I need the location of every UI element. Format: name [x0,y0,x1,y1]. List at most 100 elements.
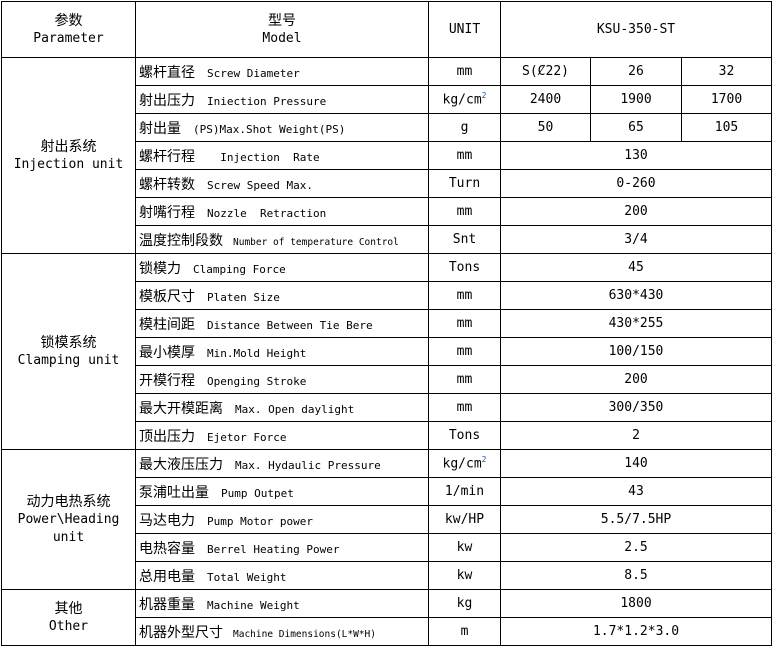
parameter-name-en: Machine Dimensions(L*W*H) [233,628,376,640]
parameter-cell: 总用电量 Total Weight [135,561,429,590]
group-cell: 动力电热系统 Power\Heading unit [1,449,136,590]
value-cell: 26 [590,57,682,86]
model-header-cn: 型号 [268,12,296,29]
unit-cell: kg [428,589,501,618]
value-cell: 32 [681,57,772,86]
unit-cell: mm [428,57,501,86]
parameter-name-en: Ejetor Force [207,430,287,444]
parameter-cell: 最大液压压力 Max. Hydaulic Pressure [135,449,429,478]
table-row: 螺杆行程 Injection Rate mm 130 [2,141,772,170]
parameter-cell: 螺杆行程 Injection Rate [135,141,429,170]
parameter-name-cn: 泵浦吐出量 [139,484,209,501]
unit-text: g [460,120,469,135]
parameter-name-cn: 射出压力 [139,92,195,109]
unit-cell: Turn [428,169,501,198]
value-cell: 8.5 [500,561,772,590]
unit-text: mm [456,204,473,219]
parameter-name-en: Platen Size [207,290,280,304]
parameter-name-cn: 模板尺寸 [139,288,195,305]
parameter-name-cn: 开模行程 [139,372,195,389]
unit-cell: mm [428,281,501,310]
parameter-name-cn: 马达电力 [139,512,195,529]
unit-cell: mm [428,197,501,226]
model-name-header: KSU-350-ST [500,1,772,58]
parameter-cell: 电热容量 Berrel Heating Power [135,533,429,562]
table-row: 顶出压力 Ejetor Force Tons 2 [2,421,772,450]
parameter-name-cn: 最小模厚 [139,344,195,361]
parameter-name-en: Iniection Pressure [207,94,327,108]
parameter-name-en: Screw Speed Max. [207,178,313,192]
table-row: 射出系统 Injection unit 螺杆直径 Screw Diameter mm S(… [1,57,772,254]
table-row: 射嘴行程 Nozzle Retraction mm 200 [2,197,772,226]
unit-text: kw [456,568,473,583]
parameter-cell: 机器重量 Machine Weight [135,589,429,618]
parameter-cell: 螺杆直径 Screw Diameter [135,57,429,86]
unit-cell: kw [428,533,501,562]
parameter-name-cn: 螺杆行程 [139,148,195,165]
parameter-name-cn: 锁模力 [139,260,181,277]
parameter-cell: 螺杆转数 Screw Speed Max. [135,169,429,198]
parameter-name-en: Nozzle Retraction [207,206,327,220]
parameter-name-en: Berrel Heating Power [207,542,340,556]
parameter-name-cn: 射出量 [139,120,181,137]
unit-cell: kg/cm2 [428,85,501,114]
unit-cell: m [428,617,501,646]
parameter-name-en: Distance Between Tie Bere [207,318,373,332]
value-cell: 200 [500,197,772,226]
parameter-cell: 模柱间距 Distance Between Tie Bere [135,309,429,338]
unit-cell: kg/cm2 [428,449,501,478]
table-row: 电热容量 Berrel Heating Power kw 2.5 [2,533,772,562]
unit-cell: g [428,113,501,142]
unit-text: mm [456,316,473,331]
table-row: 模板尺寸 Platen Size mm 630*430 [2,281,772,310]
value-cell: 2 [500,421,772,450]
value-cell: S(Ȼ22) [500,57,591,86]
table-row: 模柱间距 Distance Between Tie Bere mm 430*255 [2,309,772,338]
group-name-cn: 其他 [54,600,83,617]
parameter-name-en: Max. Hydaulic Pressure [235,458,381,472]
group-name-en: Injection unit [13,156,124,172]
value-cell: 140 [500,449,772,478]
parameter-name-cn: 模柱间距 [139,316,195,333]
parameter-name-en: Min.Mold Height [207,346,307,360]
group-name-en: Other [48,618,89,634]
unit-superscript: 2 [481,455,487,465]
parameter-header: 参数 Parameter [1,1,136,58]
header-row: 参数 Parameter 型号 Model UNIT KSU-350-ST [1,1,772,58]
value-cell: 43 [500,477,772,506]
group-cell: 锁模系统 Clamping unit [1,253,136,450]
unit-text: Turn [448,176,481,191]
parameter-name-cn: 顶出压力 [139,428,195,445]
table-row: 机器外型尺寸 Machine Dimensions(L*W*H) m 1.7*1.2*… [2,617,772,646]
parameter-name-en: Screw Diameter [207,66,300,80]
unit-text: mm [456,344,473,359]
value-cell: 3/4 [500,225,772,254]
table-row: 泵浦吐出量 Pump Outpet 1/min 43 [2,477,772,506]
unit-text: kg/cm [442,456,482,472]
group-cell: 其他 Other [1,589,136,646]
value-cell: 50 [500,113,591,142]
unit-cell: mm [428,365,501,394]
table-row: 总用电量 Total Weight kw 8.5 [2,561,772,590]
group-name-cn: 动力电热系统 [26,493,111,510]
value-cell: 1700 [681,85,772,114]
group-name-cn: 射出系统 [40,138,97,155]
group-cell: 射出系统 Injection unit [1,57,136,254]
value-cell: 1.7*1.2*3.0 [500,617,772,646]
parameter-cell: 最大开模距离 Max. Open daylight [135,393,429,422]
group-name-cn: 锁模系统 [40,334,97,351]
table-row: 射出压力 Iniection Pressure kg/cm2 2400 1900 1700 [2,85,772,114]
parameter-name-cn: 射嘴行程 [139,204,195,221]
table-row: 动力电热系统 Power\Heading unit 最大液压压力 Max. Hydau… [1,449,772,590]
parameter-cell: 射出压力 Iniection Pressure [135,85,429,114]
parameter-name-en: Number of temperature Control [233,236,399,248]
parameter-name-en: Pump Outpet [221,486,294,500]
value-cell: 105 [681,113,772,142]
group-name-en: Clamping unit [17,352,120,368]
value-cell: 130 [500,141,772,170]
parameter-header-en: Parameter [33,30,104,46]
value-cell: 2.5 [500,533,772,562]
unit-text: mm [456,372,473,387]
unit-text: mm [456,288,473,303]
